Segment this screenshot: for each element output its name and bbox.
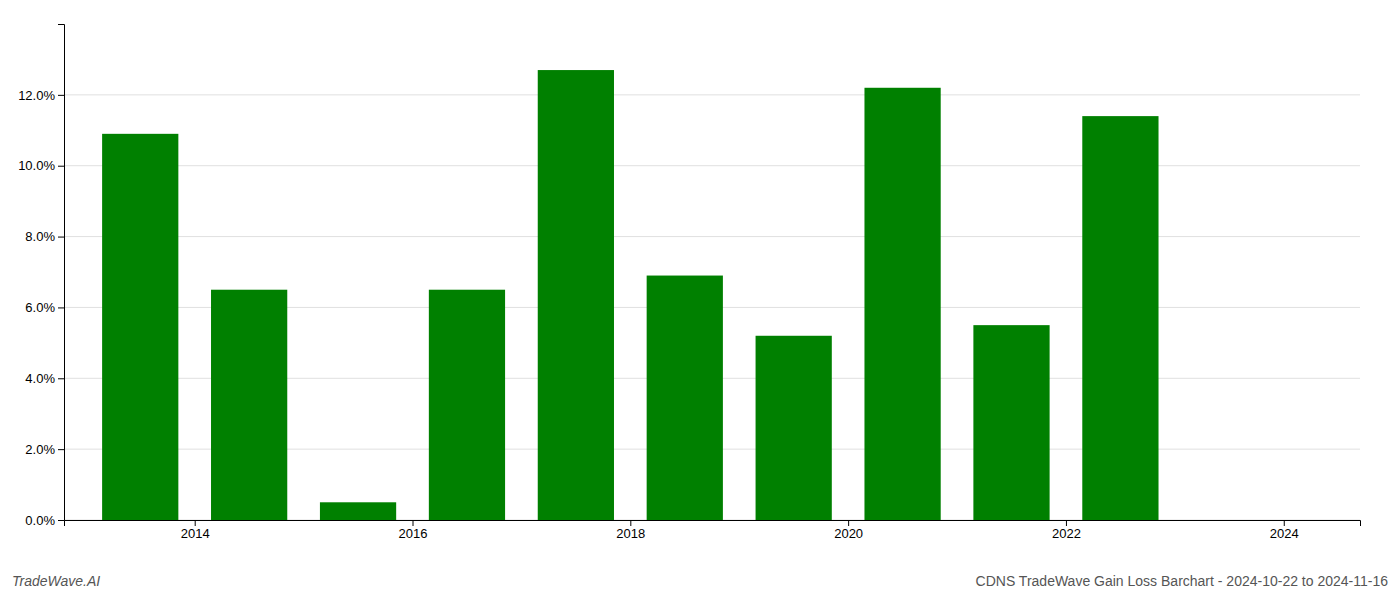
grid-line <box>64 165 1360 166</box>
axis-line <box>58 25 65 521</box>
tick-label: 2020 <box>834 526 863 541</box>
bar <box>973 325 1049 520</box>
x-axis: 2014 2016 2018 2020 2022 2024 <box>65 520 1361 541</box>
bar <box>756 336 832 520</box>
tick: 2024 <box>1270 520 1299 541</box>
chart: 2014 2016 2018 2020 2022 2024 0.0% 2.0% 4.0% 6.0%… <box>0 0 1400 600</box>
tick: 2018 <box>616 520 645 541</box>
grid <box>64 95 1360 520</box>
tick: 12.0% <box>18 88 64 103</box>
y-axis: 0.0% 2.0% 4.0% 6.0% 8.0% 10.0% 12.0% <box>18 25 64 528</box>
bar <box>429 290 505 520</box>
tick-mark <box>58 520 64 521</box>
axis-line <box>65 521 1361 527</box>
grid-line <box>64 94 1360 95</box>
tick: 8.0% <box>25 229 64 244</box>
bars <box>102 70 1158 520</box>
tick-mark <box>413 520 414 526</box>
tick-mark <box>58 237 64 238</box>
bar <box>647 276 723 520</box>
tick: 2022 <box>1052 520 1081 541</box>
plot-area: 2014 2016 2018 2020 2022 2024 0.0% 2.0% 4.0% 6.0%… <box>18 25 1360 542</box>
tick: 2014 <box>181 520 210 541</box>
tick-mark <box>848 520 849 526</box>
tick-mark <box>58 95 64 96</box>
tick-label: 2.0% <box>25 442 55 457</box>
bar <box>538 70 614 520</box>
tick: 6.0% <box>25 300 64 315</box>
tick-label: 2018 <box>616 526 645 541</box>
bar <box>320 502 396 520</box>
tick: 0.0% <box>25 513 64 528</box>
tick-mark <box>58 378 64 379</box>
tick: 10.0% <box>18 158 64 173</box>
grid-line <box>64 236 1360 237</box>
tick-mark <box>1066 520 1067 526</box>
title: CDNS TradeWave Gain Loss Barchart - 2024… <box>976 573 1389 589</box>
tick-label: 6.0% <box>25 300 55 315</box>
tick-label: 2014 <box>181 526 210 541</box>
tick-label: 2022 <box>1052 526 1081 541</box>
tick-mark <box>630 520 631 526</box>
tick: 2020 <box>834 520 863 541</box>
tick-mark <box>58 166 64 167</box>
tick-label: 2016 <box>399 526 428 541</box>
bar <box>1082 116 1158 520</box>
tick-label: 0.0% <box>25 513 55 528</box>
tick-mark <box>1284 520 1285 526</box>
bar <box>211 290 287 520</box>
tick-mark <box>58 307 64 308</box>
tick-mark <box>195 520 196 526</box>
bar <box>102 134 178 520</box>
tick: 2.0% <box>25 442 64 457</box>
tick: 4.0% <box>25 371 64 386</box>
tick-mark <box>58 449 64 450</box>
tick: 2016 <box>399 520 428 541</box>
tick-label: 2024 <box>1270 526 1299 541</box>
tick-label: 4.0% <box>25 371 55 386</box>
annotation: TradeWave.AI <box>12 573 100 589</box>
tick-label: 10.0% <box>18 158 55 173</box>
bar <box>864 88 940 520</box>
tick-label: 12.0% <box>18 88 55 103</box>
tick-label: 8.0% <box>25 229 55 244</box>
